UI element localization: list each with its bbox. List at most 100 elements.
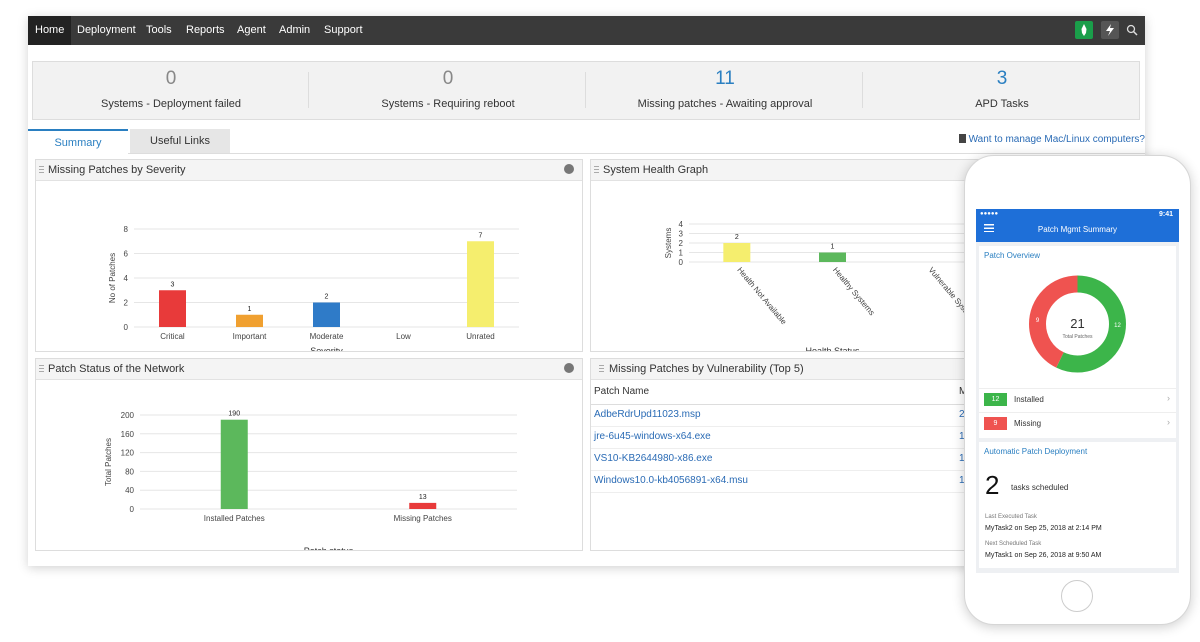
y-tick-label: 40 — [125, 486, 134, 495]
table-header: Patch Name M — [591, 379, 1139, 405]
missing-label: Missing — [1014, 419, 1042, 428]
stat-awaiting-approval[interactable]: 11 Missing patches - Awaiting approval — [587, 62, 863, 119]
x-axis-label: Patch status — [304, 546, 354, 550]
patch-link[interactable]: VS10-KB2644980-x86.exe — [594, 453, 713, 464]
chevron-right-icon: › — [1167, 417, 1170, 427]
search-icon[interactable] — [1123, 21, 1141, 39]
nav-agent[interactable]: Agent — [237, 24, 266, 36]
y-tick-label: 4 — [124, 274, 129, 283]
tab-summary[interactable]: Summary — [28, 129, 128, 154]
app-window: Home Deployment Tools Reports Agent Admi… — [28, 16, 1145, 566]
x-tick-label: Missing Patches — [394, 514, 452, 523]
bar — [467, 241, 494, 327]
tab-bar: Summary Useful Links — [28, 129, 1145, 154]
divider — [585, 72, 586, 108]
drag-handle-icon[interactable] — [39, 166, 44, 174]
y-tick-label: 1 — [679, 249, 684, 258]
y-axis-label: No of Patches — [108, 253, 117, 303]
data-label: 1 — [831, 244, 835, 251]
stat-label: Systems - Deployment failed — [101, 98, 241, 110]
x-tick-label: Health Not Available — [735, 266, 788, 327]
home-button[interactable] — [1061, 580, 1093, 612]
missing-row[interactable]: 9 Missing › — [979, 412, 1176, 435]
nav-home[interactable]: Home — [28, 16, 72, 45]
stat-deployment-failed[interactable]: 0 Systems - Deployment failed — [33, 62, 309, 119]
pie-chart-icon[interactable] — [564, 164, 574, 174]
bar — [313, 302, 340, 327]
y-tick-label: 0 — [130, 505, 135, 514]
y-axis-label: Total Patches — [104, 438, 113, 486]
nav-tools[interactable]: Tools — [146, 24, 172, 36]
x-tick-label: Moderate — [310, 332, 344, 341]
phone-mockup: ●●●●● 9:41 Patch Mgmt Summary Patch Over… — [964, 155, 1191, 625]
nav-support[interactable]: Support — [324, 24, 363, 36]
data-label: 190 — [228, 411, 240, 418]
donut-total: 21 — [1070, 316, 1085, 331]
data-label: 1 — [248, 306, 252, 313]
tab-useful-links[interactable]: Useful Links — [130, 129, 230, 153]
installed-row[interactable]: 12 Installed › — [979, 388, 1176, 411]
bar — [236, 314, 263, 327]
stat-apd-tasks[interactable]: 3 APD Tasks — [864, 62, 1140, 119]
top-nav: Home Deployment Tools Reports Agent Admi… — [28, 16, 1145, 45]
y-tick-label: 160 — [121, 430, 135, 439]
missing-count[interactable]: 1 — [959, 475, 965, 486]
bar — [220, 419, 248, 509]
pie-chart-icon[interactable] — [564, 363, 574, 373]
x-tick-label: Low — [396, 332, 411, 341]
missing-count[interactable]: 2 — [959, 409, 965, 420]
drag-handle-icon[interactable] — [39, 365, 44, 373]
severity-chart: 0 2 4 6 8 3 Critical 1 Important 2 Moderate Low 7 Unr… — [108, 225, 519, 356]
x-axis-label: Health Status — [805, 346, 860, 351]
missing-count-badge: 9 — [984, 417, 1007, 430]
rocket-icon[interactable] — [1075, 21, 1093, 39]
panel-title: Missing Patches by Vulnerability (Top 5) — [609, 363, 804, 375]
divider — [862, 72, 863, 108]
x-tick-label: Important — [233, 332, 268, 341]
next-task-value: MyTask1 on Sep 26, 2018 at 9:50 AM — [985, 552, 1102, 559]
patch-link[interactable]: AdbeRdrUpd11023.msp — [594, 409, 701, 420]
y-tick-label: 4 — [679, 220, 684, 229]
stat-value: 0 — [165, 68, 177, 89]
y-tick-label: 2 — [679, 239, 684, 248]
y-axis-label: Systems — [664, 228, 673, 259]
data-label: 2 — [735, 234, 739, 241]
y-tick-label: 3 — [679, 230, 684, 239]
patch-link[interactable]: Windows10.0-kb4056891-x64.msu — [594, 475, 748, 486]
summary-strip: 0 Systems - Deployment failed 0 Systems … — [32, 61, 1140, 120]
missing-count[interactable]: 1 — [959, 431, 965, 442]
divider — [308, 72, 309, 108]
nav-reports[interactable]: Reports — [186, 24, 225, 36]
column-header-m[interactable]: M — [959, 386, 967, 397]
panel-header: Patch Status of the Network — [36, 359, 582, 380]
bar — [819, 252, 846, 262]
patch-status-panel: Patch Status of the Network 0 40 80 120 160 2… — [35, 358, 583, 556]
drag-handle-icon[interactable] — [599, 365, 604, 373]
column-header-patch-name[interactable]: Patch Name — [594, 386, 650, 397]
panel-title: Missing Patches by Severity — [48, 164, 186, 176]
drag-handle-icon[interactable] — [594, 166, 599, 174]
x-tick-label: Unrated — [466, 332, 494, 341]
missing-count[interactable]: 1 — [959, 453, 965, 464]
hamburger-menu-icon[interactable] — [984, 224, 994, 232]
installed-label: Installed — [1014, 395, 1044, 404]
installed-arc-label: 12 — [1114, 323, 1121, 329]
mac-linux-link[interactable]: Want to manage Mac/Linux computers? — [958, 134, 1145, 145]
y-tick-label: 6 — [124, 250, 129, 259]
lightning-icon[interactable] — [1101, 21, 1119, 39]
panel-title: Patch Status of the Network — [48, 363, 185, 375]
table-row: VS10-KB2644980-x86.exe 1 — [591, 449, 1139, 471]
bar — [159, 290, 186, 327]
missing-arc — [1029, 275, 1126, 373]
nav-admin[interactable]: Admin — [279, 24, 311, 36]
patch-link[interactable]: jre-6u45-windows-x64.exe — [594, 431, 711, 442]
last-task-label: Last Executed Task — [985, 514, 1037, 520]
bar — [409, 502, 437, 509]
severity-panel: Missing Patches by Severity 0 2 4 6 8 3 Critic… — [35, 159, 583, 356]
nav-deployment[interactable]: Deployment — [77, 24, 136, 36]
data-label: 3 — [171, 281, 175, 288]
stat-requiring-reboot[interactable]: 0 Systems - Requiring reboot — [310, 62, 586, 119]
y-tick-label: 0 — [679, 258, 684, 267]
data-label: 13 — [419, 494, 427, 501]
stat-label: Systems - Requiring reboot — [381, 98, 515, 110]
